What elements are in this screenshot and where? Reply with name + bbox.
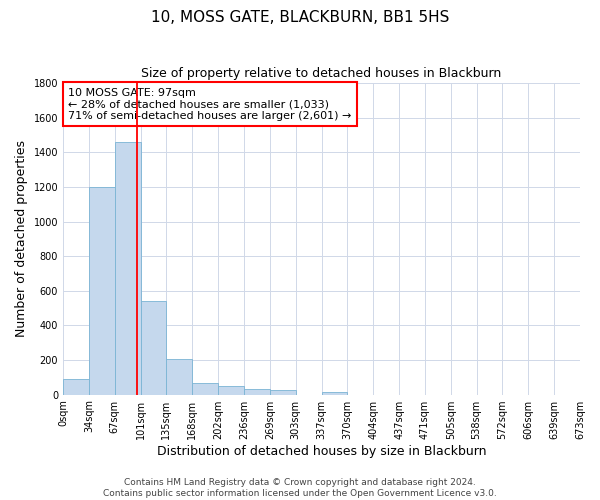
Bar xyxy=(322,392,347,394)
Text: Contains HM Land Registry data © Crown copyright and database right 2024.
Contai: Contains HM Land Registry data © Crown c… xyxy=(103,478,497,498)
X-axis label: Distribution of detached houses by size in Blackburn: Distribution of detached houses by size … xyxy=(157,444,486,458)
Y-axis label: Number of detached properties: Number of detached properties xyxy=(15,140,28,338)
Bar xyxy=(270,390,296,394)
Text: 10 MOSS GATE: 97sqm
← 28% of detached houses are smaller (1,033)
71% of semi-det: 10 MOSS GATE: 97sqm ← 28% of detached ho… xyxy=(68,88,352,121)
Bar xyxy=(244,388,270,394)
Bar xyxy=(218,386,244,394)
Bar xyxy=(140,301,166,394)
Title: Size of property relative to detached houses in Blackburn: Size of property relative to detached ho… xyxy=(142,68,502,80)
Bar xyxy=(115,142,140,395)
Bar xyxy=(89,187,115,394)
Bar xyxy=(63,379,89,394)
Text: 10, MOSS GATE, BLACKBURN, BB1 5HS: 10, MOSS GATE, BLACKBURN, BB1 5HS xyxy=(151,10,449,25)
Bar xyxy=(192,384,218,394)
Bar xyxy=(166,359,192,394)
